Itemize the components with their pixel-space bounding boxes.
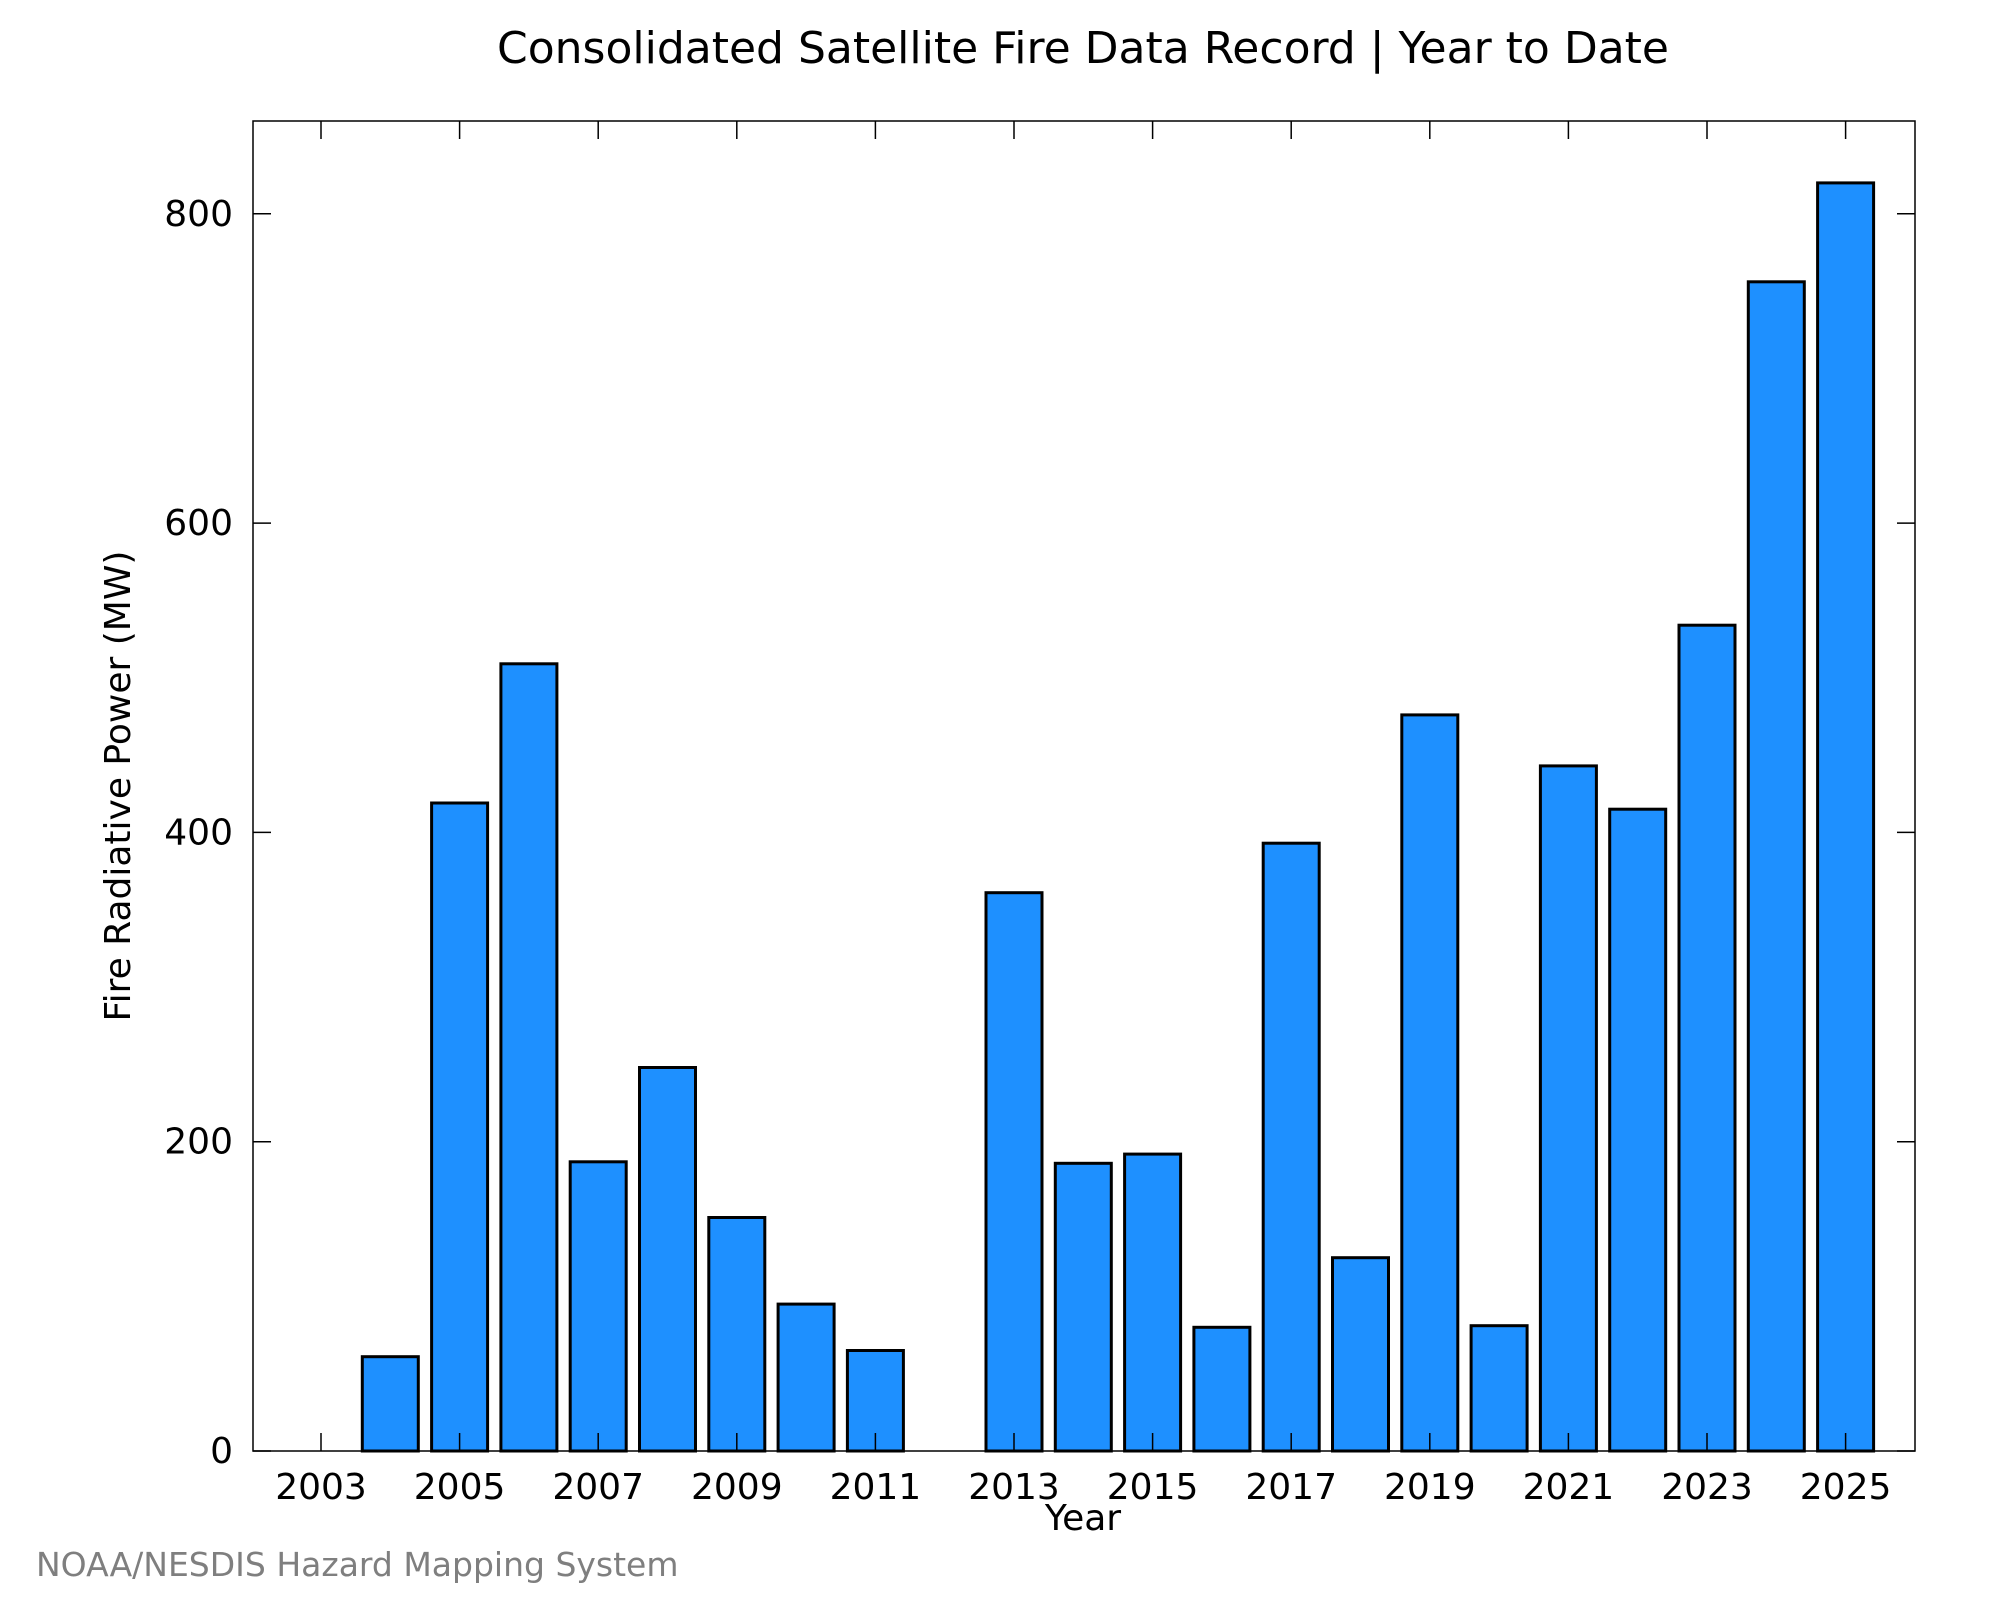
bar-2022 [1608, 807, 1668, 1453]
x-tick-label-2005: 2005 [414, 1467, 506, 1508]
source-credit: NOAA/NESDIS Hazard Mapping System [36, 1545, 679, 1584]
x-tick-label-2025: 2025 [1800, 1467, 1892, 1508]
bar-2006 [499, 662, 559, 1453]
x-tick-label-2017: 2017 [1245, 1467, 1337, 1508]
bar-2016 [1192, 1325, 1252, 1453]
bar-2014 [1053, 1161, 1113, 1453]
bar-2023 [1677, 623, 1737, 1453]
x-tick-label-2011: 2011 [830, 1467, 922, 1508]
x-tick-label-2015: 2015 [1107, 1467, 1199, 1508]
bar-2013 [984, 891, 1044, 1453]
y-axis: 0 200 400 600 800 [164, 194, 1915, 1472]
x-tick-label-2009: 2009 [691, 1467, 783, 1508]
bar-2008 [638, 1066, 697, 1453]
bar-2015 [1123, 1152, 1183, 1453]
x-tick-label-2007: 2007 [552, 1467, 644, 1508]
bar-2019 [1400, 713, 1460, 1453]
y-tick-label-400: 400 [164, 812, 233, 853]
bar-2004 [360, 1355, 420, 1453]
bar-2009 [707, 1216, 767, 1453]
y-tick-label-600: 600 [164, 503, 233, 544]
y-tick-label-200: 200 [164, 1122, 233, 1163]
x-axis: 2003 2005 2007 2009 2011 2013 2015 2017 2019 2021… [275, 121, 1891, 1508]
plot-frame [252, 120, 1916, 1452]
x-tick-label-2019: 2019 [1384, 1467, 1476, 1508]
x-tick-label-2003: 2003 [275, 1467, 367, 1508]
bar-2018 [1331, 1256, 1390, 1453]
bar-2021 [1538, 764, 1598, 1453]
x-axis-label: Year [1044, 1498, 1121, 1539]
chart-title: Consolidated Satellite Fire Data Record … [497, 23, 1669, 74]
bar-2017 [1261, 841, 1321, 1453]
bars-group [360, 181, 1876, 1453]
bar-2025 [1816, 181, 1876, 1453]
x-tick-label-2013: 2013 [968, 1467, 1060, 1508]
bar-2005 [430, 801, 490, 1453]
y-tick-label-0: 0 [210, 1431, 233, 1472]
bar-2007 [568, 1160, 628, 1453]
y-tick-label-800: 800 [164, 194, 233, 235]
x-tick-label-2021: 2021 [1523, 1467, 1615, 1508]
bar-2010 [776, 1302, 836, 1453]
bar-2024 [1746, 280, 1806, 1453]
y-axis-label: Fire Radiative Power (MW) [98, 551, 139, 1022]
x-tick-label-2023: 2023 [1661, 1467, 1753, 1508]
bar-2020 [1469, 1324, 1529, 1453]
